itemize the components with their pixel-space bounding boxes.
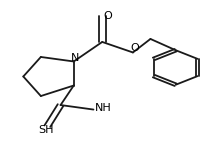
Text: SH: SH: [39, 125, 54, 135]
Text: NH: NH: [95, 103, 112, 113]
Text: N: N: [71, 53, 79, 63]
Text: O: O: [103, 11, 112, 21]
Text: O: O: [131, 43, 139, 53]
